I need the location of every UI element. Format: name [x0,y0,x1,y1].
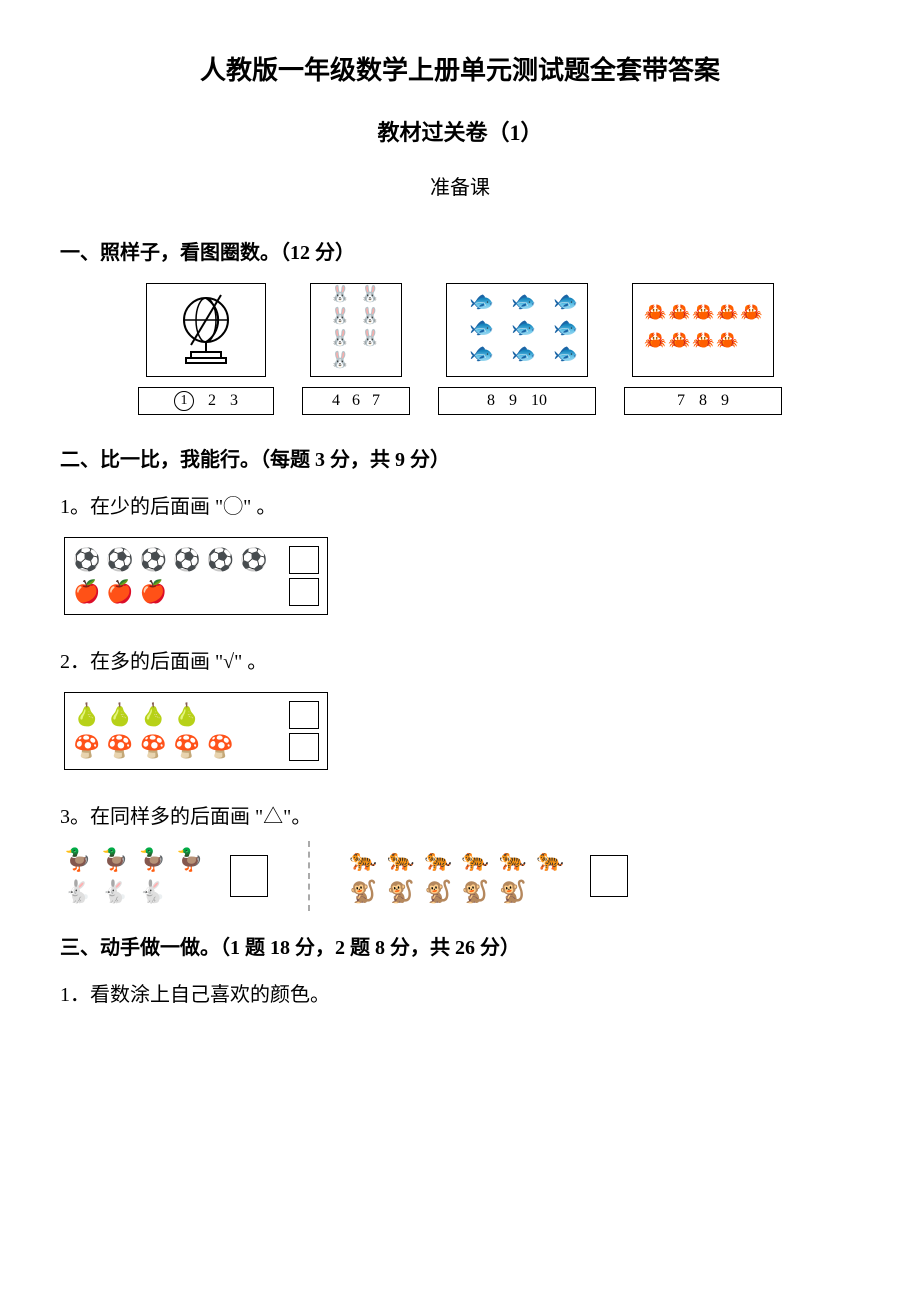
q1-num: 9 [509,392,517,410]
section2-heading: 二、比一比，我能行。（每题 3 分，共 9 分） [60,443,860,472]
q1-num: 7 [677,392,685,410]
q1-num: 8 [699,392,707,410]
q23-left-group: 🦆🦆🦆🦆 🐇🐇🐇 [64,847,268,905]
q1-num: 10 [531,392,547,410]
rabbit-image: 🐰🐰🐰🐰🐰🐰🐰🐰 [310,283,402,377]
page-title: 人教版一年级数学上册单元测试题全套带答案 [60,50,860,87]
globe-image [146,283,266,377]
q1-num: 4 [332,392,340,410]
q1-num: 8 [487,392,495,410]
section1-row: 1 2 3 🐰🐰🐰🐰🐰🐰🐰🐰 4 6 7 🐟🐟🐟🐟🐟🐟🐟🐟🐟 8 9 10 🦀 [60,283,860,415]
answer-cell[interactable] [289,733,319,761]
page-subsubtitle: 准备课 [60,171,860,200]
answer-cell[interactable] [289,546,319,574]
compare-row: ⚽⚽⚽⚽⚽⚽ [73,544,319,576]
answer-cell[interactable] [289,701,319,729]
q23-left-stack: 🦆🦆🦆🦆 🐇🐇🐇 [64,847,206,905]
answer-cell[interactable] [230,855,268,897]
q1-numbers-crabs: 7 8 9 [624,387,782,415]
q1-item-rabbits: 🐰🐰🐰🐰🐰🐰🐰🐰 4 6 7 [302,283,410,415]
q1-num: 3 [230,392,238,410]
q1-numbers-globe: 1 2 3 [138,387,274,415]
page-subtitle: 教材过关卷（1） [60,115,860,147]
compare-row: 🍄🍄🍄🍄🍄 [73,731,319,763]
q1-num: 1 [174,391,194,411]
section2-q1-box: ⚽⚽⚽⚽⚽⚽ 🍎🍎🍎 [64,537,328,615]
q1-item-crabs: 🦀🦀🦀🦀🦀🦀🦀🦀🦀🦀 7 8 9 [624,283,782,415]
compare-row: 🍐🍐🍐🍐 [73,699,319,731]
answer-cell[interactable] [590,855,628,897]
section3-heading: 三、动手做一做。（1 题 18 分，2 题 8 分，共 26 分） [60,931,860,960]
section2-q3-wrap: 🦆🦆🦆🦆 🐇🐇🐇 🐅🐅🐅🐅🐅🐅 🐒🐒🐒🐒🐒 [64,841,860,911]
q1-item-fish: 🐟🐟🐟🐟🐟🐟🐟🐟🐟 8 9 10 [438,283,596,415]
section3-q1-prompt: 1．看数涂上自己喜欢的颜色。 [60,978,860,1007]
section1-heading: 一、照样子，看图圈数。（12 分） [60,236,860,265]
globe-icon [171,290,241,370]
vertical-divider [308,841,310,911]
crab-image: 🦀🦀🦀🦀🦀🦀🦀🦀🦀🦀 [632,283,774,377]
section2-q3-prompt: 3。在同样多的后面画 "△"。 [60,800,860,829]
q1-num: 7 [372,392,380,410]
q1-num: 9 [721,392,729,410]
answer-cell[interactable] [289,578,319,606]
q1-numbers-fish: 8 9 10 [438,387,596,415]
q1-item-globe: 1 2 3 [138,283,274,415]
q23-right-group: 🐅🐅🐅🐅🐅🐅 🐒🐒🐒🐒🐒 [350,847,628,905]
section2-q2-prompt: 2．在多的后面画 "√" 。 [60,645,860,674]
q1-num: 2 [208,392,216,410]
fish-image: 🐟🐟🐟🐟🐟🐟🐟🐟🐟 [446,283,588,377]
section2-q1-prompt: 1。在少的后面画 "◯" 。 [60,490,860,519]
compare-row: 🍎🍎🍎 [73,576,319,608]
q1-num: 6 [352,392,360,410]
q23-right-stack: 🐅🐅🐅🐅🐅🐅 🐒🐒🐒🐒🐒 [350,847,566,905]
section2-q2-box: 🍐🍐🍐🍐 🍄🍄🍄🍄🍄 [64,692,328,770]
q1-numbers-rabbits: 4 6 7 [302,387,410,415]
